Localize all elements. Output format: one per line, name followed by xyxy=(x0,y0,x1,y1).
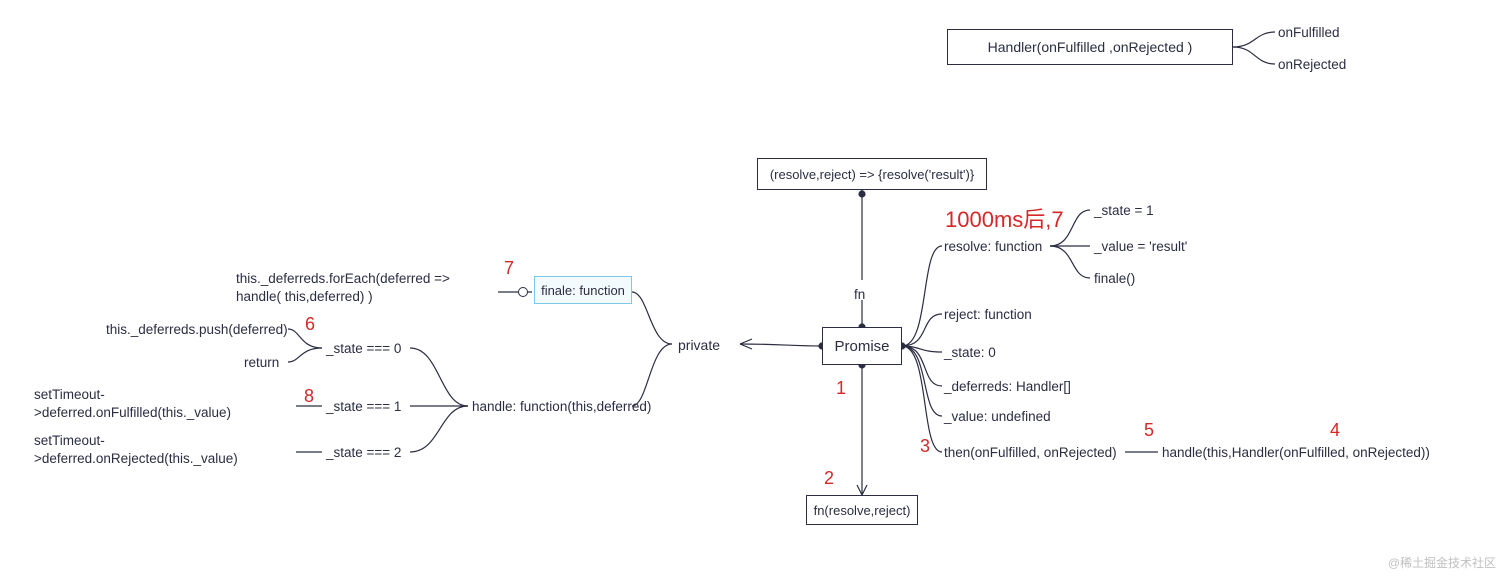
fn-call-box-label: fn(resolve,reject) xyxy=(814,503,911,518)
branch-state: _state: 0 xyxy=(944,344,996,362)
handler-child-1: onRejected xyxy=(1278,56,1346,74)
ann-8: 8 xyxy=(304,386,314,407)
handler-box-label: Handler(onFulfilled ,onRejected ) xyxy=(988,39,1193,55)
promise-box: Promise xyxy=(822,327,902,365)
state0-child-1: return xyxy=(244,354,279,372)
watermark: @稀土掘金技术社区 xyxy=(1388,554,1496,571)
ann-big: 1000ms后,7 xyxy=(945,202,1064,234)
branch-reject: reject: function xyxy=(944,306,1032,324)
state0-child-0: this._deferreds.push(deferred) xyxy=(106,321,288,339)
state1-child: setTimeout->deferred.onFulfilled(this._v… xyxy=(34,386,294,421)
ann-5: 5 xyxy=(1144,420,1154,441)
finale-ring-icon xyxy=(518,287,528,297)
ann-1: 1 xyxy=(836,378,846,399)
finale-child: this._deferreds.forEach(deferred => hand… xyxy=(236,270,496,305)
diagram-edges xyxy=(0,0,1512,579)
ann-7: 7 xyxy=(504,258,514,279)
branch-value: _value: undefined xyxy=(944,408,1051,426)
resolve-child-0: _state = 1 xyxy=(1094,202,1154,220)
private-label: private xyxy=(678,336,720,354)
fn-call-box: fn(resolve,reject) xyxy=(806,495,918,525)
state-1: _state === 1 xyxy=(326,398,401,416)
ann-2: 2 xyxy=(824,468,834,489)
handler-box: Handler(onFulfilled ,onRejected ) xyxy=(947,29,1233,65)
finale-node: finale: function xyxy=(534,276,632,304)
branch-deferreds: _deferreds: Handler[] xyxy=(944,378,1071,396)
then-child: handle(this,Handler(onFulfilled, onRejec… xyxy=(1162,444,1430,462)
resolve-child-1: _value = 'result' xyxy=(1094,238,1187,256)
finale-node-label: finale: function xyxy=(541,283,625,298)
ann-3: 3 xyxy=(920,436,930,457)
state-0: _state === 0 xyxy=(326,340,401,358)
state-2: _state === 2 xyxy=(326,444,401,462)
handler-child-0: onFulfilled xyxy=(1278,24,1340,42)
branch-then: then(onFulfilled, onRejected) xyxy=(944,444,1117,462)
resolve-child-2: finale() xyxy=(1094,270,1135,288)
handle-node: handle: function(this,deferred) xyxy=(472,398,651,416)
promise-box-label: Promise xyxy=(835,338,890,355)
lambda-box-label: (resolve,reject) => {resolve('result')} xyxy=(770,167,974,182)
branch-resolve: resolve: function xyxy=(944,238,1042,256)
ann-6: 6 xyxy=(305,314,315,335)
lambda-box: (resolve,reject) => {resolve('result')} xyxy=(757,158,987,190)
ann-4: 4 xyxy=(1330,420,1340,441)
fn-label: fn xyxy=(854,286,865,304)
state2-child: setTimeout->deferred.onRejected(this._va… xyxy=(34,432,294,467)
